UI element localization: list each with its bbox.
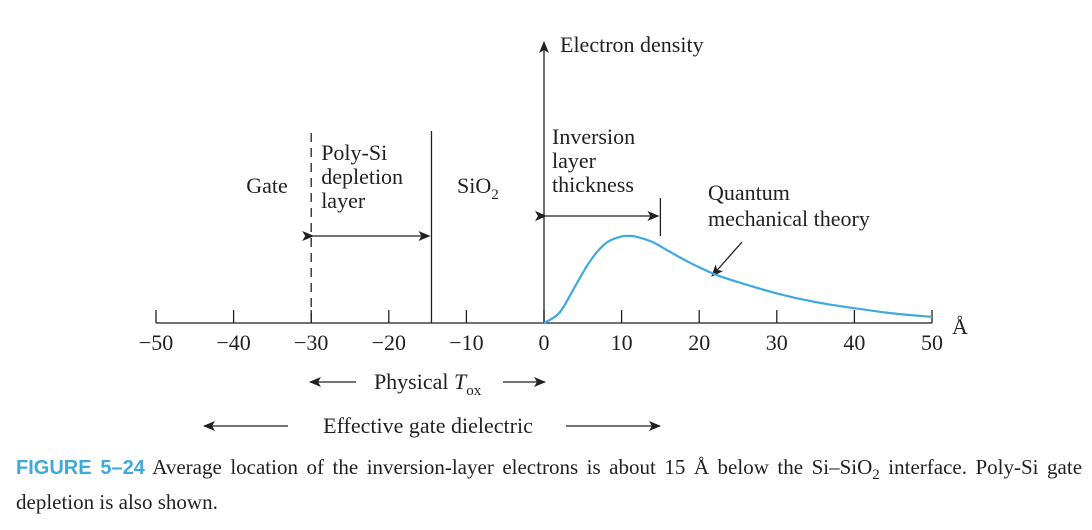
gate-label: Gate	[246, 173, 288, 198]
x-tick-label: 20	[688, 330, 710, 355]
caption-text-2: interface. Poly-Si gate depletion is als…	[16, 455, 1083, 515]
caption-text-1: Average location of the inversion-layer …	[144, 455, 873, 479]
region-annotations	[203, 131, 743, 431]
x-tick-label: −50	[139, 330, 173, 355]
figure-caption: FIGURE 5–24 Average location of the inve…	[16, 454, 1082, 516]
physical-tox-sub: ox	[466, 383, 482, 399]
caption-subscript: 2	[872, 467, 880, 484]
figure-chart: −50 −40 −30 −20 −10 0 10 20 30 40 50 Å Electron dens…	[139, 32, 968, 438]
caption-figure-label: FIGURE 5–24	[16, 457, 145, 479]
x-tick-label: −30	[294, 330, 328, 355]
inversion-thickness-label: Inversion	[552, 124, 635, 149]
x-tick-label: 40	[843, 330, 865, 355]
curve-layer	[543, 234, 933, 324]
x-tick-label: 30	[766, 330, 788, 355]
text-labels: GatePoly-SidepletionlayerSiO2Inversionla…	[246, 124, 870, 438]
physical-tox-label: Physical Tox	[374, 369, 482, 399]
poly-depletion-label: layer	[321, 188, 366, 213]
physical-tox-var: T	[454, 369, 468, 394]
electron-density-curve	[543, 234, 933, 324]
poly-depletion-label: Poly-Si	[321, 140, 387, 165]
sio2-subscript: 2	[491, 187, 499, 203]
x-tick-label: −10	[449, 330, 483, 355]
poly-depletion-label: depletion	[321, 164, 403, 189]
quantum-pointer-arrow	[711, 241, 743, 277]
y-axis-label: Electron density	[560, 32, 704, 57]
axes: −50 −40 −30 −20 −10 0 10 20 30 40 50 Å Electron dens…	[139, 32, 968, 355]
x-tick-label: 10	[611, 330, 633, 355]
effective-dielectric-label: Effective gate dielectric	[323, 413, 533, 438]
quantum-label-line-2: mechanical theory	[708, 206, 870, 231]
x-tick-label: −20	[372, 330, 406, 355]
x-tick-label: −40	[216, 330, 250, 355]
inversion-thickness-label: thickness	[552, 172, 634, 197]
x-tick-label: 0	[539, 330, 550, 355]
sio2-label: SiO2	[457, 173, 499, 203]
x-tick-label: 50	[921, 330, 943, 355]
x-unit-label: Å	[952, 314, 968, 339]
quantum-label-line-1: Quantum	[708, 180, 790, 205]
inversion-thickness-label: layer	[552, 148, 597, 173]
